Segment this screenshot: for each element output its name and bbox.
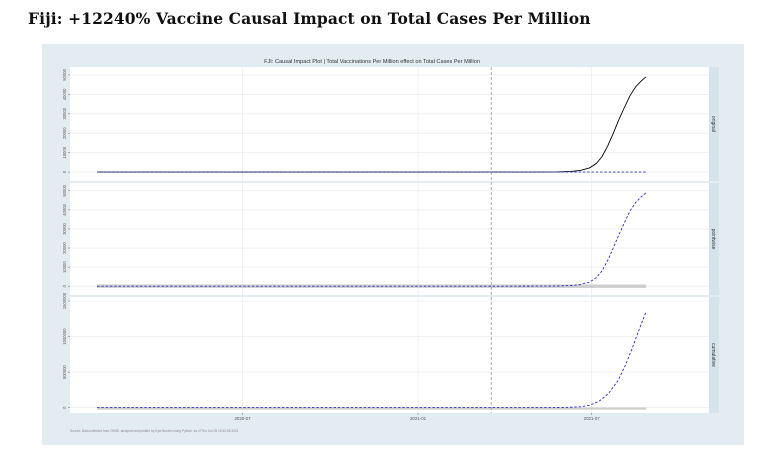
y-tick-label: 50000 [62, 68, 67, 80]
y-tick-label: 30000 [62, 222, 67, 234]
y-tick-label: 50000 [62, 184, 67, 196]
panel-background [70, 183, 709, 295]
panel-original: original 0 10000 20000 30000 40000 50000 [62, 67, 719, 181]
y-tick-label: 0 [62, 406, 67, 409]
confidence-band [97, 284, 647, 288]
x-axis: 2020-07 2021-01 2021-07 [234, 413, 600, 421]
panel-background [70, 297, 709, 413]
x-tick-label: 2021-01 [410, 416, 427, 421]
y-tick-label: 10000 [62, 261, 67, 273]
chart-panels: original01000020000300004000050000pointw… [62, 67, 719, 413]
y-tick-label: 20000 [62, 127, 67, 139]
y-tick-label: 30000 [62, 107, 67, 119]
panel-label: original [710, 116, 716, 132]
x-tick-label: 2020-07 [234, 416, 251, 421]
panel-label: cumulative [710, 343, 716, 367]
y-tick-label: 40000 [62, 88, 67, 100]
chart-title: FJI: Causal Impact Plot | Total Vaccinat… [264, 59, 480, 65]
panel-strip [709, 67, 719, 181]
series-line-pointwise-effect [97, 192, 647, 287]
causal-impact-chart: FJI: Causal Impact Plot | Total Vaccinat… [42, 44, 744, 445]
series-line-cumulative-effect [97, 311, 647, 409]
y-tick-label: 0 [62, 284, 67, 287]
y-tick-label: 1500000 [62, 292, 67, 309]
y-tick-label: 40000 [62, 203, 67, 215]
source-note: Source: Data collected from OWID, analyz… [70, 429, 239, 433]
panel-strip [709, 297, 719, 413]
panel-background [70, 67, 709, 181]
y-tick-label: 0 [62, 170, 67, 173]
y-tick-label: 20000 [62, 242, 67, 254]
panel-pointwise: pointwise 0 10000 20000 30000 40000 50000 [62, 183, 719, 295]
page-title: Fiji: +12240% Vaccine Causal Impact on T… [28, 9, 591, 28]
panel-cumulative: cumulative 0 500000 1000000 1500000 [62, 292, 719, 413]
y-tick-label: 10000 [62, 146, 67, 158]
panel-label: pointwise [710, 229, 716, 250]
confidence-band [97, 407, 647, 410]
causal-impact-figure: FJI: Causal Impact Plot | Total Vaccinat… [42, 44, 744, 445]
x-tick-label: 2021-07 [584, 416, 601, 421]
y-tick-label: 1000000 [62, 328, 67, 345]
y-tick-label: 500000 [62, 364, 67, 379]
panel-strip [709, 183, 719, 295]
